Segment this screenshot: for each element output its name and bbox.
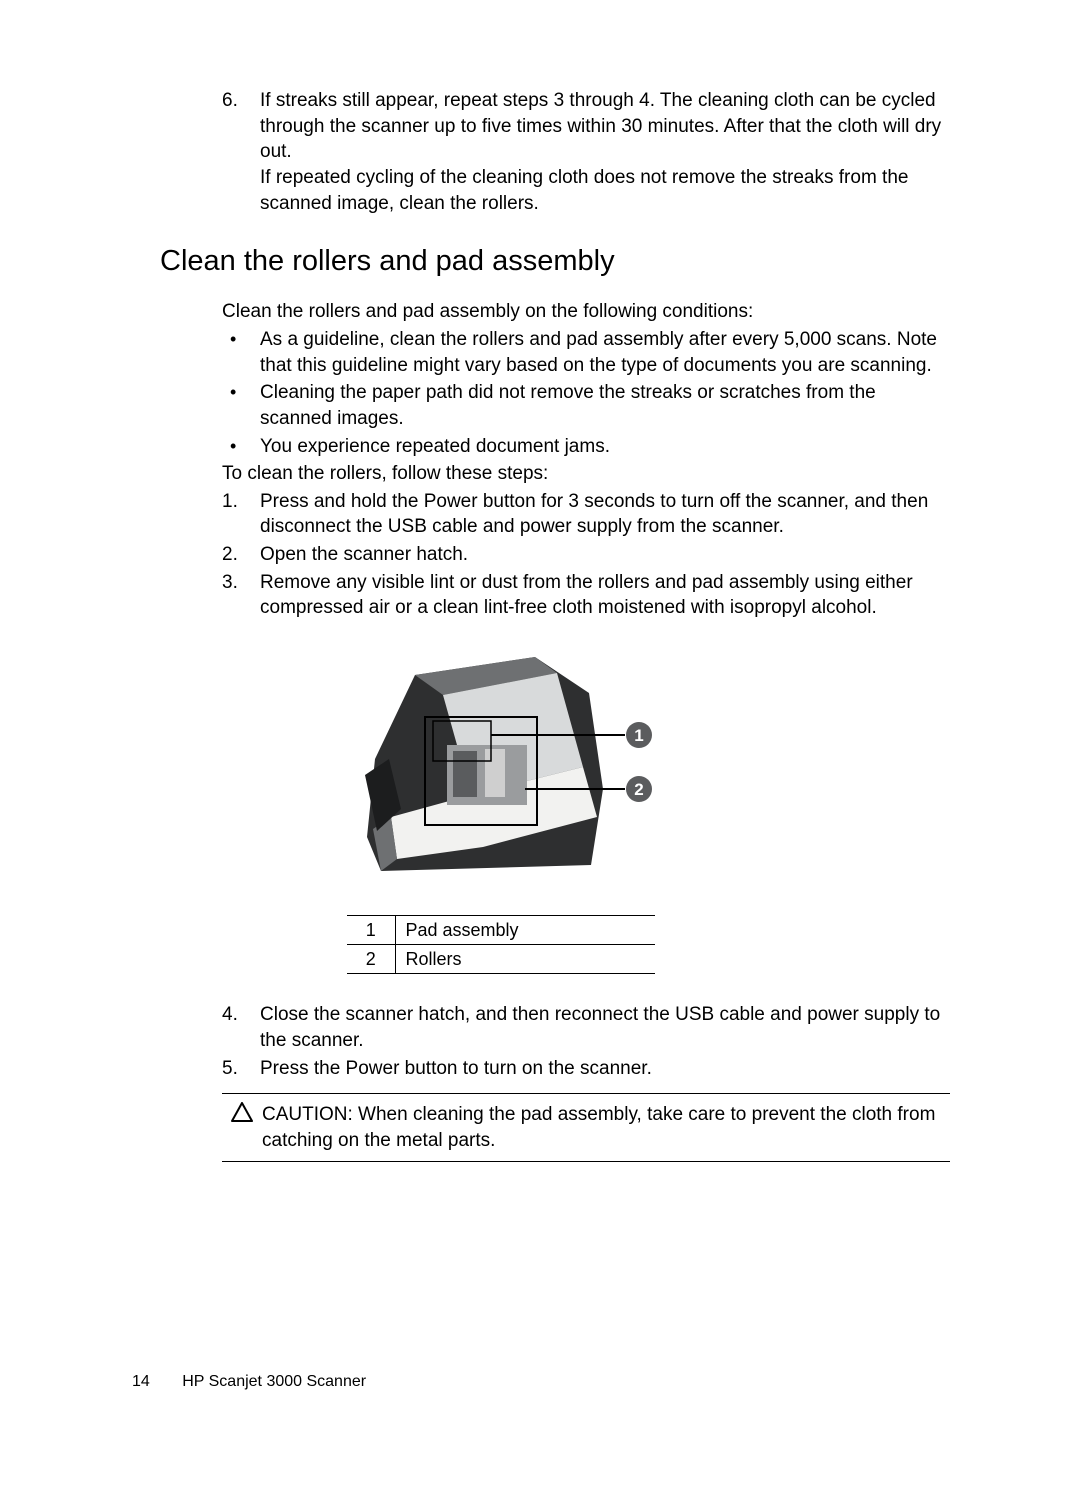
step-text: Press and hold the Power button for 3 se… bbox=[260, 489, 950, 540]
scanner-figure: 1 2 1 Pad assembly 2 Rollers bbox=[222, 639, 950, 974]
bullet-icon: • bbox=[222, 380, 260, 431]
legend-label: Pad assembly bbox=[395, 915, 655, 944]
step-text: If streaks still appear, repeat steps 3 … bbox=[260, 88, 950, 216]
step-3: 3. Remove any visible lint or dust from … bbox=[222, 570, 950, 621]
bullet-icon: • bbox=[222, 434, 260, 460]
bullet-item: • As a guideline, clean the rollers and … bbox=[222, 327, 950, 378]
step-6-para-b: If repeated cycling of the cleaning clot… bbox=[260, 165, 950, 216]
roller-2 bbox=[485, 749, 505, 797]
roller-1 bbox=[453, 751, 477, 797]
step-text: Remove any visible lint or dust from the… bbox=[260, 570, 950, 621]
footer-title: HP Scanjet 3000 Scanner bbox=[182, 1373, 366, 1390]
callout-num-2: 2 bbox=[634, 780, 643, 799]
bullet-icon: • bbox=[222, 327, 260, 378]
caution-body: When cleaning the pad assembly, take car… bbox=[262, 1104, 935, 1151]
step-number: 3. bbox=[222, 570, 260, 621]
step-6: 6. If streaks still appear, repeat steps… bbox=[222, 88, 950, 216]
step-text: Open the scanner hatch. bbox=[260, 542, 950, 568]
step-text: Close the scanner hatch, and then reconn… bbox=[260, 1002, 950, 1053]
step-1: 1. Press and hold the Power button for 3… bbox=[222, 489, 950, 540]
caution-label: CAUTION: bbox=[262, 1104, 353, 1125]
legend-row: 1 Pad assembly bbox=[347, 915, 655, 944]
step-number: 5. bbox=[222, 1056, 260, 1082]
step-2: 2. Open the scanner hatch. bbox=[222, 542, 950, 568]
page-footer: 14 HP Scanjet 3000 Scanner bbox=[132, 1371, 366, 1393]
section-heading: Clean the rollers and pad assembly bbox=[160, 242, 950, 281]
caution-text: CAUTION: When cleaning the pad assembly,… bbox=[262, 1102, 950, 1153]
callout-num-1: 1 bbox=[634, 726, 643, 745]
caution-block: CAUTION: When cleaning the pad assembly,… bbox=[222, 1093, 950, 1162]
bullet-item: • Cleaning the paper path did not remove… bbox=[222, 380, 950, 431]
step-number: 4. bbox=[222, 1002, 260, 1053]
step-number: 6. bbox=[222, 88, 260, 216]
legend-row: 2 Rollers bbox=[347, 944, 655, 973]
scanner-diagram-svg: 1 2 bbox=[347, 639, 673, 897]
caution-icon bbox=[222, 1102, 262, 1153]
bullet-text: As a guideline, clean the rollers and pa… bbox=[260, 327, 950, 378]
step-6-para-a: If streaks still appear, repeat steps 3 … bbox=[260, 88, 950, 165]
steps-intro: To clean the rollers, follow these steps… bbox=[222, 461, 950, 487]
step-text: Press the Power button to turn on the sc… bbox=[260, 1056, 950, 1082]
bullet-text: Cleaning the paper path did not remove t… bbox=[260, 380, 950, 431]
legend-label: Rollers bbox=[395, 944, 655, 973]
step-4: 4. Close the scanner hatch, and then rec… bbox=[222, 1002, 950, 1053]
page-number: 14 bbox=[132, 1373, 150, 1390]
section-body: Clean the rollers and pad assembly on th… bbox=[222, 299, 950, 1162]
legend-num: 1 bbox=[347, 915, 395, 944]
step-5: 5. Press the Power button to turn on the… bbox=[222, 1056, 950, 1082]
step-number: 1. bbox=[222, 489, 260, 540]
intro-paragraph: Clean the rollers and pad assembly on th… bbox=[222, 299, 950, 325]
prior-step-block: 6. If streaks still appear, repeat steps… bbox=[222, 88, 950, 216]
legend-num: 2 bbox=[347, 944, 395, 973]
legend-table: 1 Pad assembly 2 Rollers bbox=[347, 915, 655, 975]
bullet-text: You experience repeated document jams. bbox=[260, 434, 950, 460]
bullet-item: • You experience repeated document jams. bbox=[222, 434, 950, 460]
step-number: 2. bbox=[222, 542, 260, 568]
